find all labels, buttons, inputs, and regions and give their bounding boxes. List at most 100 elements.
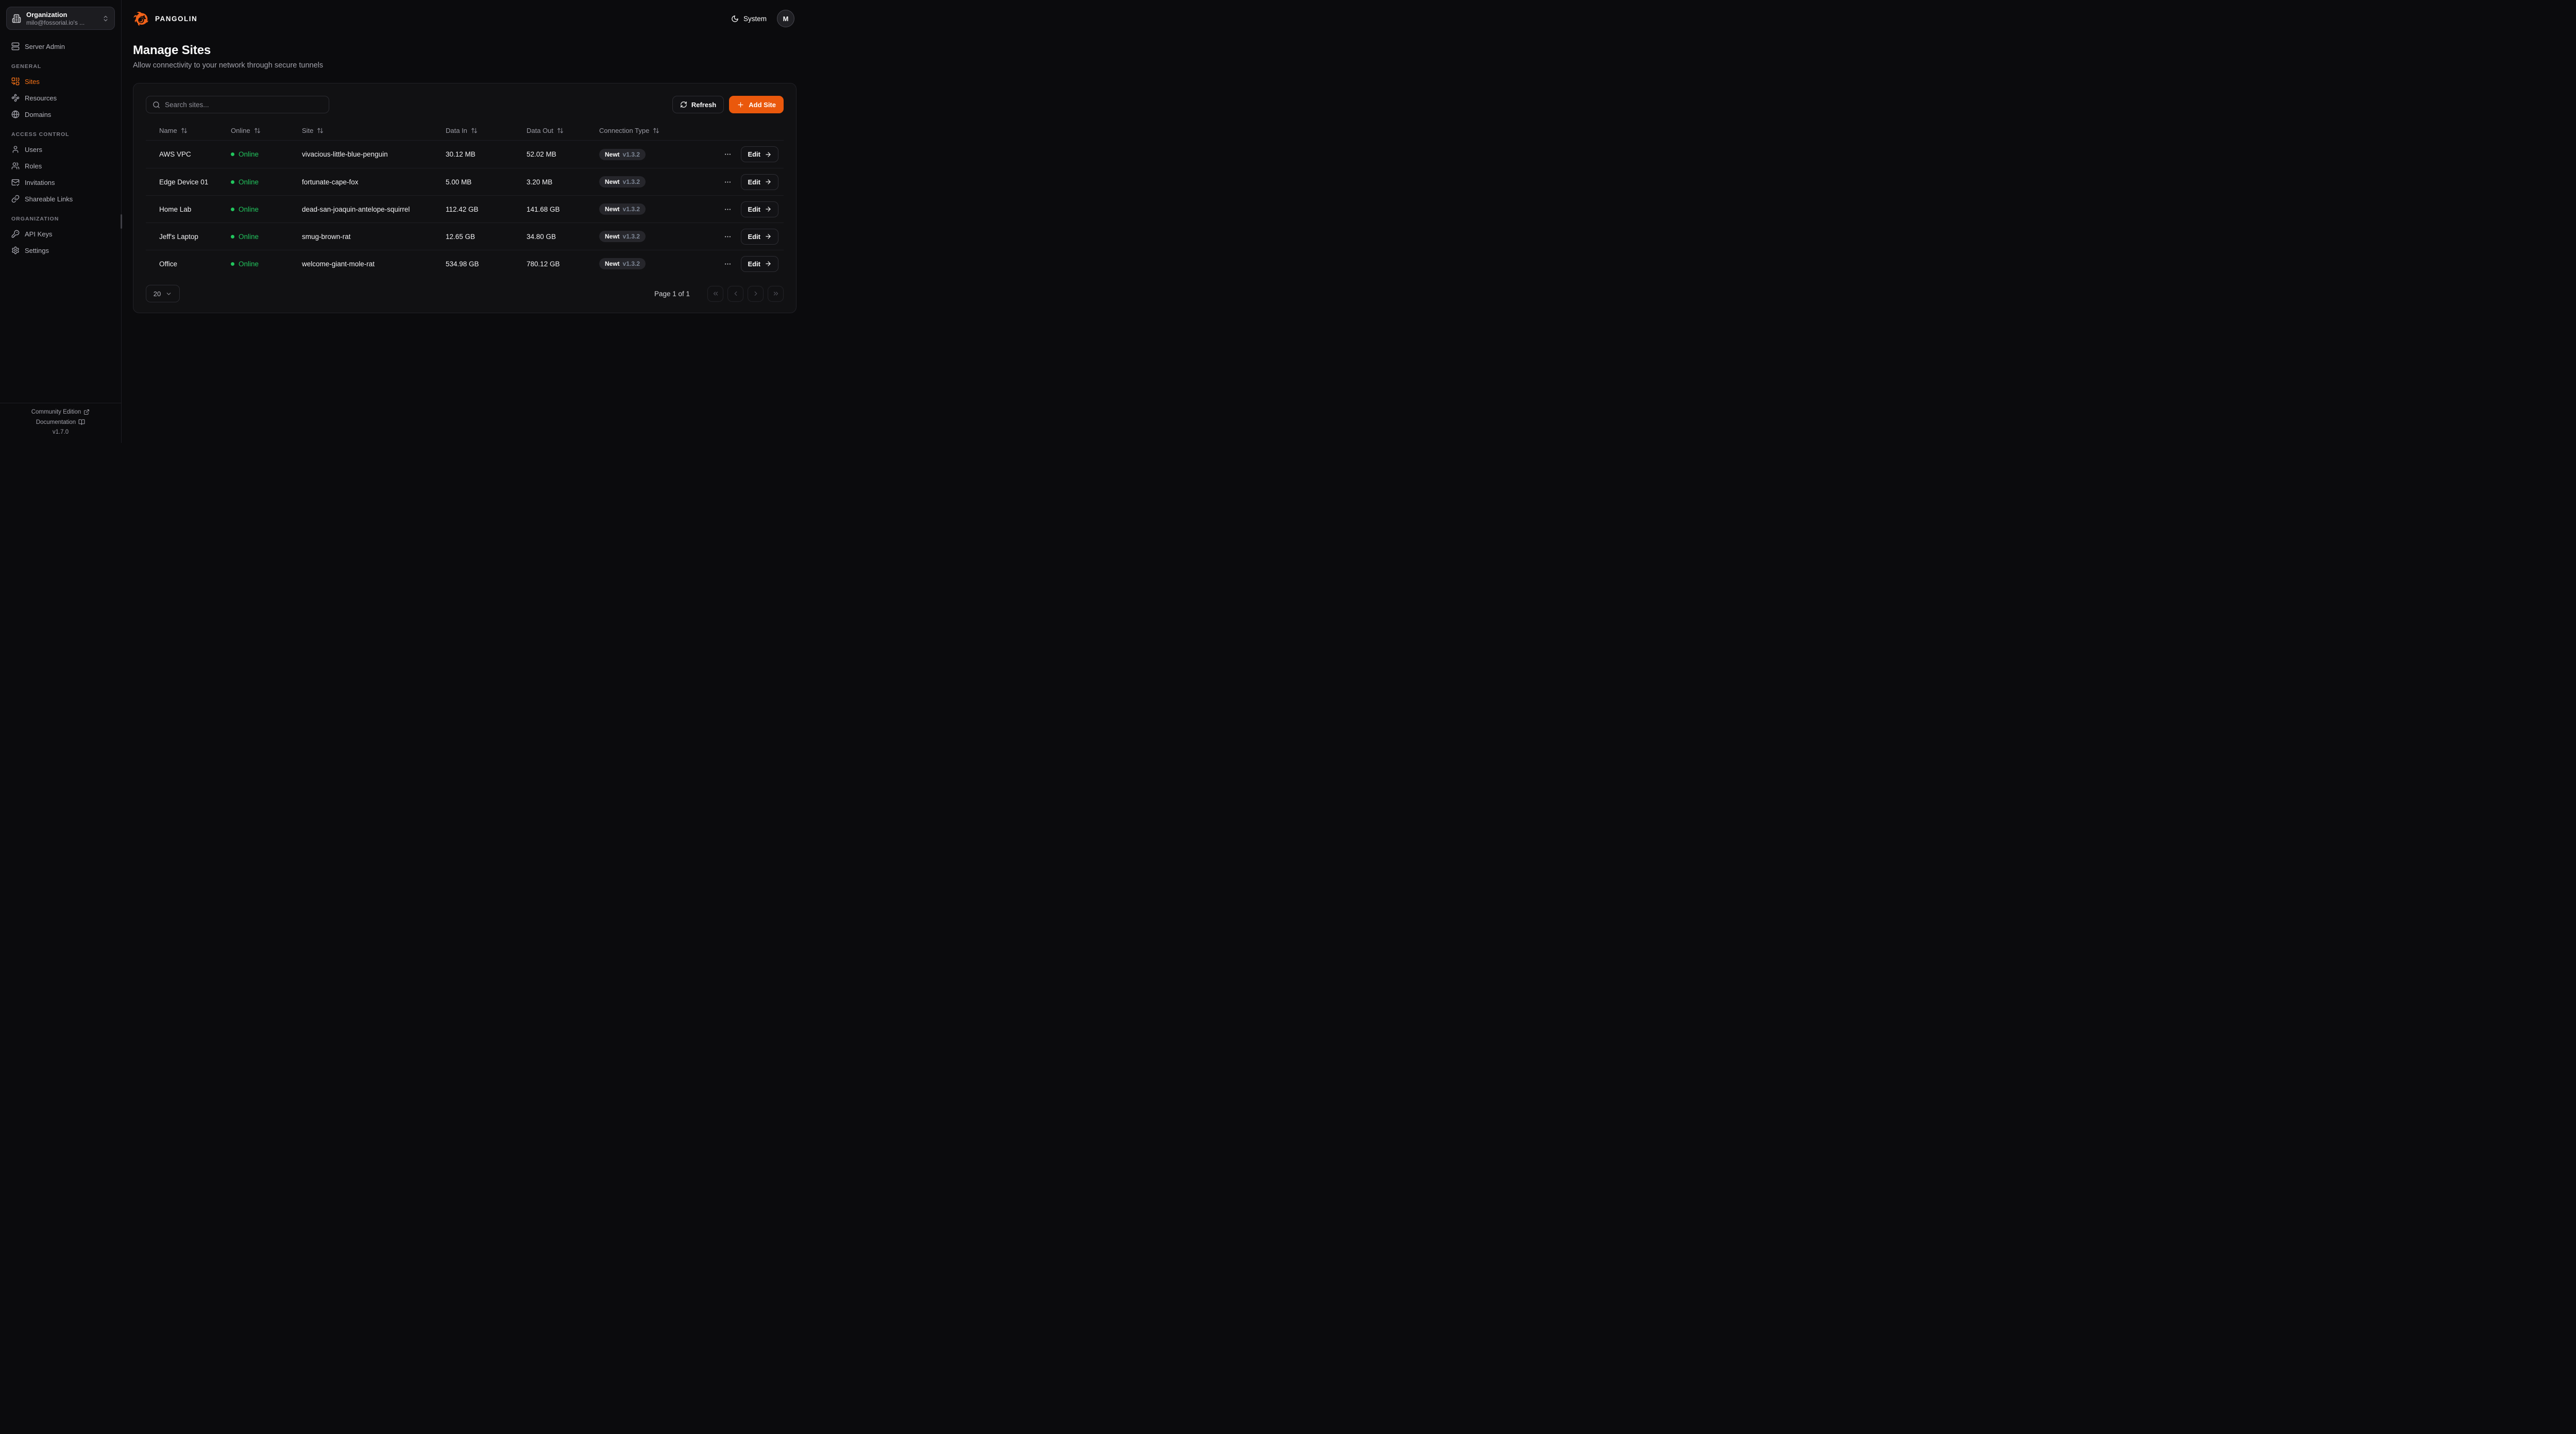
documentation-link[interactable]: Documentation [36, 419, 85, 425]
moon-icon [731, 15, 739, 23]
connection-version: v1.3.2 [622, 178, 640, 185]
table-row: Edge Device 01 Online fortunate-cape-fox… [146, 168, 784, 195]
resources-waypoints-icon [11, 94, 20, 102]
sidebar-item-label: API Keys [25, 230, 53, 238]
pagination-bar: 20 Page 1 of 1 [146, 285, 784, 302]
sidebar-item-label: Server Admin [25, 42, 65, 50]
cell-site: dead-san-joaquin-antelope-squirrel [302, 205, 410, 213]
column-header-data-out[interactable]: Data Out [527, 127, 599, 134]
column-header-site[interactable]: Site [302, 127, 446, 134]
cell-online: Online [231, 260, 302, 268]
arrow-right-icon [765, 178, 772, 185]
column-header-connection-type[interactable]: Connection Type [599, 127, 716, 134]
last-page-button[interactable] [768, 285, 784, 302]
sidebar-item-sites[interactable]: Sites [6, 73, 115, 90]
edit-button[interactable]: Edit [741, 174, 778, 190]
cell-name: AWS VPC [159, 150, 191, 158]
sites-card: Refresh Add Site Name [133, 83, 796, 313]
page-size-select[interactable]: 20 [146, 285, 180, 302]
sidebar-item-label: Settings [25, 246, 49, 254]
search-icon [152, 101, 160, 109]
page-title: Manage Sites [133, 43, 211, 57]
sidebar-footer: Community Edition Documentation v1.7.0 [0, 403, 121, 443]
column-label: Online [231, 127, 250, 134]
column-header-name[interactable]: Name [159, 127, 231, 134]
column-header-data-in[interactable]: Data In [446, 127, 527, 134]
toolbar-actions: Refresh Add Site [672, 96, 784, 113]
edit-button[interactable]: Edit [741, 201, 778, 217]
org-value: milo@fossorial.io's ... [26, 19, 85, 26]
previous-page-button[interactable] [727, 285, 743, 302]
gear-icon [11, 246, 20, 254]
refresh-button[interactable]: Refresh [672, 96, 724, 113]
sidebar-resize-handle[interactable] [121, 214, 122, 229]
next-page-button[interactable] [748, 285, 764, 302]
sidebar-item-label: Sites [25, 77, 40, 86]
row-menu-button[interactable] [723, 259, 733, 269]
cell-data-in: 5.00 MB [446, 178, 472, 186]
column-label: Connection Type [599, 127, 650, 134]
row-menu-button[interactable] [723, 177, 733, 187]
connection-name: Newt [605, 260, 620, 267]
org-switcher[interactable]: Organization milo@fossorial.io's ... [6, 7, 115, 30]
connection-name: Newt [605, 206, 620, 213]
online-label: Online [239, 150, 259, 158]
server-icon [11, 42, 20, 50]
online-label: Online [239, 232, 259, 241]
pangolin-logo[interactable]: PANGOLIN [133, 10, 197, 27]
cell-data-out: 141.68 GB [527, 205, 560, 213]
table-toolbar: Refresh Add Site [146, 96, 784, 113]
row-menu-button[interactable] [723, 204, 733, 214]
theme-toggle[interactable]: System [731, 15, 767, 23]
main-area: PANGOLIN System M Manage Sites Allow con… [122, 0, 808, 443]
online-dot [231, 234, 234, 238]
sidebar-item-domains[interactable]: Domains [6, 106, 115, 123]
table-row: Office Online welcome-giant-mole-rat 534… [146, 250, 784, 277]
pangolin-logo-icon [133, 10, 150, 27]
cell-connection-type: Newt v1.3.2 [599, 148, 716, 160]
edit-button[interactable]: Edit [741, 255, 778, 272]
sidebar-item-users[interactable]: Users [6, 141, 115, 158]
edit-label: Edit [748, 178, 760, 186]
sort-icon [653, 127, 659, 134]
sidebar-item-server-admin[interactable]: Server Admin [6, 38, 115, 55]
table-header-row: Name Online Site Data In [146, 121, 784, 141]
edit-label: Edit [748, 232, 760, 241]
theme-label: System [743, 14, 767, 23]
row-menu-button[interactable] [723, 149, 733, 159]
online-label: Online [239, 205, 259, 213]
connection-badge: Newt v1.3.2 [599, 176, 646, 187]
edit-button[interactable]: Edit [741, 228, 778, 245]
page-info: Page 1 of 1 [654, 289, 690, 298]
sort-icon [317, 127, 324, 134]
users-icon [11, 162, 20, 170]
column-label: Data Out [527, 127, 554, 134]
search-box [146, 96, 329, 113]
cell-actions: Edit [716, 228, 778, 245]
row-menu-button[interactable] [723, 232, 733, 242]
avatar[interactable]: M [777, 10, 794, 27]
sidebar-item-label: Domains [25, 110, 52, 118]
community-edition-link[interactable]: Community Edition [31, 409, 90, 415]
cell-data-out: 3.20 MB [527, 178, 553, 186]
cell-connection-type: Newt v1.3.2 [599, 231, 716, 242]
edit-button[interactable]: Edit [741, 146, 778, 162]
sidebar-item-invitations[interactable]: Invitations [6, 174, 115, 191]
connection-badge: Newt v1.3.2 [599, 148, 646, 160]
sidebar-item-roles[interactable]: Roles [6, 158, 115, 174]
chevron-left-icon [732, 290, 739, 297]
connection-badge: Newt v1.3.2 [599, 203, 646, 215]
sidebar-item-settings[interactable]: Settings [6, 242, 115, 259]
topbar-right: System M [731, 10, 794, 27]
search-input[interactable] [165, 100, 323, 109]
sidebar-item-resources[interactable]: Resources [6, 90, 115, 106]
column-header-online[interactable]: Online [231, 127, 302, 134]
connection-badge: Newt v1.3.2 [599, 231, 646, 242]
edit-label: Edit [748, 205, 760, 213]
sidebar-item-shareable-links[interactable]: Shareable Links [6, 191, 115, 207]
chevrons-left-icon [712, 290, 719, 297]
cell-site: welcome-giant-mole-rat [302, 260, 375, 268]
first-page-button[interactable] [707, 285, 723, 302]
add-site-button[interactable]: Add Site [729, 96, 784, 113]
sidebar-item-api-keys[interactable]: API Keys [6, 226, 115, 242]
